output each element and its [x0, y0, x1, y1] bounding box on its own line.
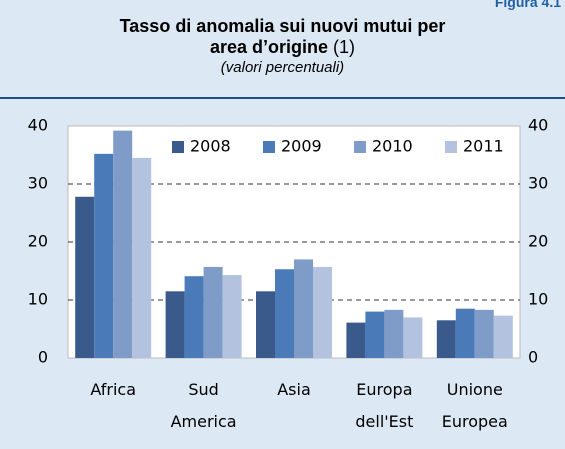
y-tick-label: 20 — [28, 232, 48, 251]
y2-tick-label: 20 — [528, 232, 548, 251]
legend-swatch — [263, 141, 275, 153]
bar — [474, 309, 494, 358]
y-tick-label: 40 — [28, 116, 48, 135]
bar — [75, 196, 95, 358]
bar — [346, 322, 366, 358]
bar — [493, 315, 513, 358]
bar — [455, 308, 475, 358]
y2-tick-label: 30 — [528, 174, 548, 193]
y-tick-label: 10 — [28, 290, 48, 309]
header: Tasso di anomalia sui nuovi mutui per ar… — [0, 16, 565, 76]
bar — [365, 311, 385, 358]
divider — [0, 97, 565, 99]
y-tick-label: 0 — [38, 348, 48, 367]
legend-label: 2011 — [463, 137, 504, 156]
y2-tick-label: 10 — [528, 290, 548, 309]
x-tick-label: Unione Europea — [442, 380, 508, 431]
x-tick-label: Europa dell'Est — [355, 380, 413, 431]
legend-label: 2010 — [372, 137, 413, 156]
y2-tick-label: 0 — [528, 348, 538, 367]
legend-label: 2009 — [281, 137, 322, 156]
bar — [436, 320, 456, 358]
bar — [403, 317, 423, 358]
x-tick-label: Africa — [90, 380, 136, 399]
subtitle: (valori percentuali) — [220, 59, 345, 76]
x-tick-label: Asia — [277, 380, 311, 399]
bar — [184, 276, 204, 358]
bar — [275, 269, 294, 358]
title-note: (1) — [333, 37, 356, 57]
bar — [203, 266, 223, 358]
bar — [294, 259, 313, 358]
chart-title: Tasso di anomalia sui nuovi mutui per ar… — [119, 16, 446, 57]
legend-label: 2008 — [190, 137, 231, 156]
legend-swatch — [445, 141, 457, 153]
bar — [313, 266, 332, 358]
bar — [256, 291, 275, 358]
bar — [165, 291, 185, 358]
bar — [94, 153, 114, 358]
bar — [384, 309, 404, 358]
bar — [222, 275, 242, 358]
x-tick-label: Sud America — [171, 380, 237, 431]
legend-swatch — [172, 141, 184, 153]
y2-tick-label: 40 — [528, 116, 548, 135]
legend-swatch — [354, 141, 366, 153]
figure-label: Figura 4.1 — [494, 0, 561, 10]
bar — [132, 157, 152, 358]
y-tick-label: 30 — [28, 174, 48, 193]
title-block: Tasso di anomalia sui nuovi mutui per ar… — [118, 16, 448, 58]
bar — [113, 130, 133, 358]
